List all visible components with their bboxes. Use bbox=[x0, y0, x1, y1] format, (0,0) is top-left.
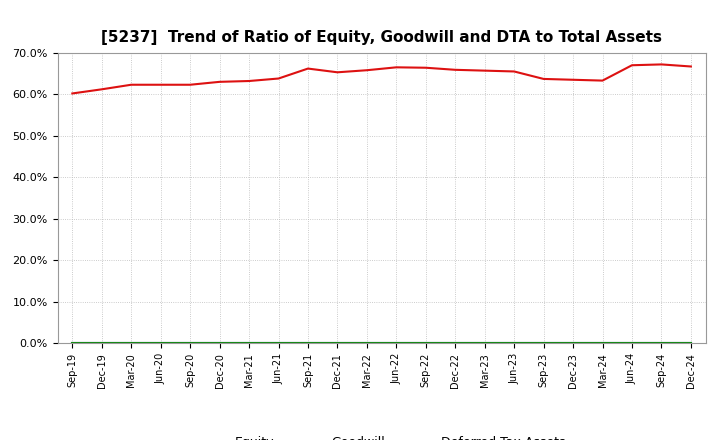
Deferred Tax Assets bbox=[363, 341, 372, 346]
Deferred Tax Assets bbox=[97, 341, 106, 346]
Equity bbox=[363, 68, 372, 73]
Goodwill bbox=[392, 341, 400, 346]
Goodwill bbox=[333, 341, 342, 346]
Deferred Tax Assets bbox=[569, 341, 577, 346]
Goodwill bbox=[451, 341, 459, 346]
Goodwill bbox=[304, 341, 312, 346]
Goodwill bbox=[569, 341, 577, 346]
Legend: Equity, Goodwill, Deferred Tax Assets: Equity, Goodwill, Deferred Tax Assets bbox=[193, 431, 570, 440]
Equity bbox=[421, 65, 430, 70]
Line: Equity: Equity bbox=[72, 64, 691, 93]
Equity bbox=[97, 87, 106, 92]
Goodwill bbox=[598, 341, 607, 346]
Equity bbox=[245, 78, 253, 84]
Equity bbox=[186, 82, 194, 88]
Title: [5237]  Trend of Ratio of Equity, Goodwill and DTA to Total Assets: [5237] Trend of Ratio of Equity, Goodwil… bbox=[101, 29, 662, 45]
Deferred Tax Assets bbox=[510, 341, 518, 346]
Goodwill bbox=[687, 341, 696, 346]
Equity bbox=[68, 91, 76, 96]
Equity bbox=[451, 67, 459, 73]
Goodwill bbox=[97, 341, 106, 346]
Deferred Tax Assets bbox=[245, 341, 253, 346]
Equity bbox=[274, 76, 283, 81]
Equity bbox=[687, 64, 696, 69]
Deferred Tax Assets bbox=[657, 341, 666, 346]
Deferred Tax Assets bbox=[156, 341, 165, 346]
Deferred Tax Assets bbox=[687, 341, 696, 346]
Equity bbox=[539, 76, 548, 81]
Deferred Tax Assets bbox=[392, 341, 400, 346]
Goodwill bbox=[510, 341, 518, 346]
Goodwill bbox=[539, 341, 548, 346]
Equity bbox=[569, 77, 577, 82]
Deferred Tax Assets bbox=[274, 341, 283, 346]
Goodwill bbox=[127, 341, 135, 346]
Deferred Tax Assets bbox=[451, 341, 459, 346]
Deferred Tax Assets bbox=[480, 341, 489, 346]
Equity bbox=[392, 65, 400, 70]
Equity bbox=[304, 66, 312, 71]
Deferred Tax Assets bbox=[68, 341, 76, 346]
Equity bbox=[127, 82, 135, 88]
Equity bbox=[510, 69, 518, 74]
Deferred Tax Assets bbox=[539, 341, 548, 346]
Goodwill bbox=[274, 341, 283, 346]
Equity bbox=[333, 70, 342, 75]
Goodwill bbox=[421, 341, 430, 346]
Equity bbox=[480, 68, 489, 73]
Deferred Tax Assets bbox=[628, 341, 636, 346]
Equity bbox=[657, 62, 666, 67]
Deferred Tax Assets bbox=[421, 341, 430, 346]
Deferred Tax Assets bbox=[215, 341, 224, 346]
Goodwill bbox=[657, 341, 666, 346]
Goodwill bbox=[628, 341, 636, 346]
Goodwill bbox=[186, 341, 194, 346]
Deferred Tax Assets bbox=[127, 341, 135, 346]
Deferred Tax Assets bbox=[186, 341, 194, 346]
Deferred Tax Assets bbox=[333, 341, 342, 346]
Deferred Tax Assets bbox=[304, 341, 312, 346]
Equity bbox=[598, 78, 607, 83]
Goodwill bbox=[68, 341, 76, 346]
Deferred Tax Assets bbox=[598, 341, 607, 346]
Goodwill bbox=[480, 341, 489, 346]
Equity bbox=[215, 79, 224, 84]
Goodwill bbox=[215, 341, 224, 346]
Equity bbox=[156, 82, 165, 88]
Goodwill bbox=[245, 341, 253, 346]
Goodwill bbox=[363, 341, 372, 346]
Goodwill bbox=[156, 341, 165, 346]
Equity bbox=[628, 62, 636, 68]
